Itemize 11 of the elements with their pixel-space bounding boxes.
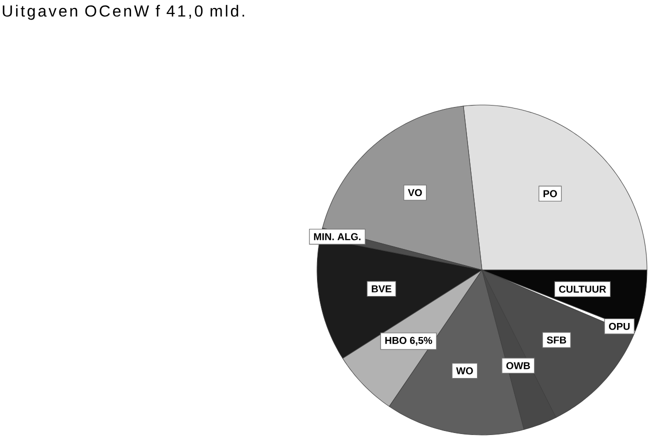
slice-label: CULTUUR: [559, 286, 606, 293]
slice-label: OWB: [506, 362, 530, 370]
slice-label: WO: [456, 367, 473, 374]
slice-label: SFB: [546, 336, 566, 344]
slice-label: VO: [408, 189, 422, 196]
slice-label: PO: [544, 190, 557, 198]
slice-label: MIN. ALG.: [314, 233, 360, 240]
slice-label: HBO 6,5%: [385, 336, 432, 346]
text: Uitgaven OCenW f 41,0 mld.: [2, 4, 244, 20]
slice-label: BVE: [372, 285, 392, 292]
slice-label: OPU: [608, 322, 630, 330]
